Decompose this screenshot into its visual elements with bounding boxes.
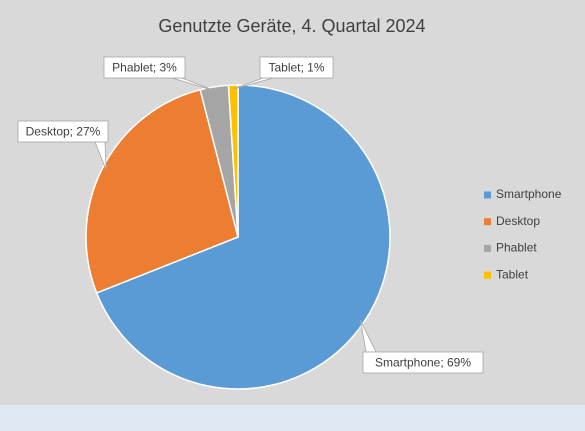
- legend-swatch: [484, 218, 491, 226]
- legend-label: Smartphone: [496, 187, 562, 201]
- legend-label: Desktop: [496, 214, 540, 228]
- data-label: Tablet; 1%: [268, 61, 324, 75]
- legend-swatch: [484, 244, 491, 252]
- legend-swatch: [484, 271, 491, 279]
- pie-slice: [95, 84, 391, 390]
- chart-title: Genutzte Geräte, 4. Quartal 2024: [158, 16, 425, 36]
- callout-box: [362, 351, 484, 374]
- data-label: Smartphone; 69%: [375, 356, 471, 370]
- data-label: Phablet; 3%: [112, 61, 177, 75]
- pie-slice: [227, 84, 239, 238]
- callout-box: [259, 56, 334, 79]
- callout-box: [17, 120, 109, 143]
- legend-swatch: [484, 191, 491, 199]
- bottom-strip: [0, 405, 585, 431]
- data-label: Desktop; 27%: [26, 125, 101, 139]
- legend-label: Tablet: [496, 267, 529, 281]
- pie-slice: [85, 88, 239, 294]
- callout-box: [103, 56, 186, 79]
- legend-label: Phablet: [496, 241, 537, 255]
